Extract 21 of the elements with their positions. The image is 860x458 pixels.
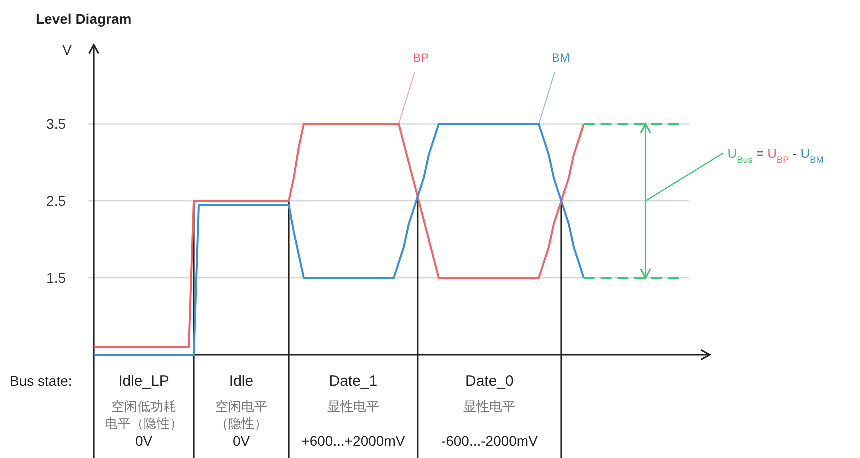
text: Idle_LP [118, 373, 170, 390]
text: Date_0 [466, 373, 514, 390]
y-tick-label: 2.5 [46, 193, 66, 210]
text: 空闲电平（隐性） [216, 400, 268, 432]
text: Bus state: [10, 373, 72, 389]
text: 空闲低功耗电平（隐性） [105, 400, 183, 432]
y-axis-title: V [62, 42, 73, 58]
text: Idle [229, 373, 254, 390]
text: Date_1 [329, 373, 378, 390]
text: U$_{Bus}$ = U$_{BP}$ - U$_{BM}$ [728, 146, 824, 166]
text: 0V [135, 433, 154, 449]
y-tick-label: 1.5 [46, 270, 66, 286]
text: +600...+2000mV [302, 433, 406, 449]
text: BP [412, 51, 430, 66]
text: 显性电平 [327, 400, 380, 415]
text: 0V [232, 433, 251, 449]
text: -600...-2000mV [441, 433, 539, 449]
text: 显性电平 [464, 400, 516, 415]
y-tick-label: 3.5 [46, 116, 66, 132]
chart-title: Level Diagram [36, 11, 132, 27]
text: BM [552, 51, 570, 66]
